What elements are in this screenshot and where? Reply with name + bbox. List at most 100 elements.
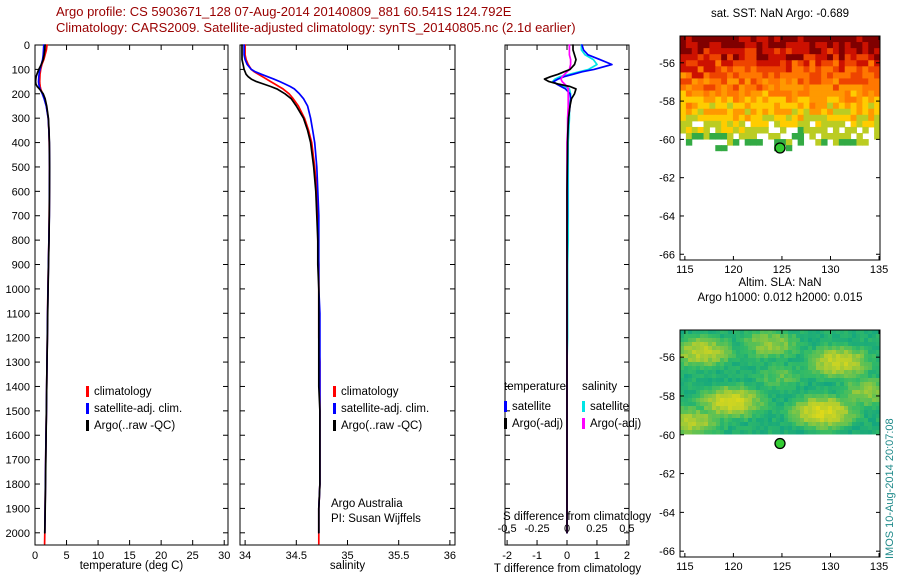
- svg-text:35: 35: [341, 550, 353, 562]
- svg-text:2000: 2000: [6, 528, 30, 540]
- svg-text:115: 115: [676, 561, 694, 573]
- svg-text:1000: 1000: [6, 284, 30, 296]
- legend-label: Argo(..raw -QC): [341, 419, 423, 432]
- svg-text:-62: -62: [659, 173, 675, 185]
- temp-satellite-line-marker: [504, 401, 507, 412]
- svg-text:-60: -60: [659, 134, 675, 146]
- legend-item-sal-satellite: satellite: [582, 398, 641, 415]
- svg-text:-64: -64: [659, 507, 675, 519]
- svg-text:5: 5: [63, 550, 69, 562]
- credit-argo-australia: Argo Australia: [331, 498, 403, 510]
- legend-salinity-panel: climatology satellite-adj. clim. Argo(..…: [333, 383, 429, 434]
- series-line-argo-raw-qc: [241, 44, 321, 534]
- panel-temperature-profile: 0 5 10 15 20 25 300100200300400500600700800900…: [6, 40, 231, 562]
- svg-text:135: 135: [870, 264, 888, 276]
- legend-label: satellite: [590, 400, 630, 413]
- sla-map-title: Altim. SLA: NaN: [738, 277, 822, 289]
- s-difference-label: S difference from climatology: [503, 511, 652, 523]
- legend-header-salinity: salinity: [582, 381, 618, 393]
- svg-text:-60: -60: [659, 430, 675, 442]
- svg-text:35.5: 35.5: [388, 550, 409, 562]
- legend-item-satellite-clim: satellite-adj. clim.: [86, 400, 182, 417]
- sal-argo-line-marker: [582, 418, 586, 429]
- legend-item-climatology: climatology: [333, 383, 429, 400]
- svg-text:-58: -58: [659, 391, 675, 403]
- svg-text:300: 300: [12, 113, 30, 125]
- sst-map: 115 120 125 130 135 -56 -58 -60 -62 -64 -66: [659, 35, 888, 276]
- legend-label: climatology: [341, 385, 399, 398]
- axis-box: [679, 329, 881, 558]
- argo-line-marker: [86, 420, 89, 431]
- legend-header-temperature: temperature: [504, 381, 567, 393]
- svg-text:0: 0: [564, 550, 570, 562]
- svg-text:1900: 1900: [6, 503, 30, 515]
- legend-label: satellite-adj. clim.: [341, 402, 430, 415]
- legend-label: satellite-adj. clim.: [94, 402, 183, 415]
- temp-argo-line-marker: [504, 418, 507, 429]
- svg-text:15: 15: [123, 550, 135, 562]
- svg-text:120: 120: [724, 561, 742, 573]
- sla-map-subtitle: Argo h1000: 0.012 h2000: 0.015: [697, 292, 863, 304]
- svg-text:-0.25: -0.25: [525, 523, 550, 535]
- svg-text:-2: -2: [502, 550, 512, 562]
- svg-text:-56: -56: [659, 352, 675, 364]
- svg-text:1500: 1500: [6, 406, 30, 418]
- satellite-clim-line-marker: [86, 403, 89, 414]
- svg-text:-66: -66: [659, 249, 675, 261]
- svg-text:-62: -62: [659, 469, 675, 481]
- svg-text:130: 130: [821, 561, 839, 573]
- sst-map-title: sat. SST: NaN Argo: -0.689: [710, 8, 850, 20]
- series-line-sal-satellite: [551, 44, 598, 534]
- svg-text:900: 900: [12, 260, 30, 272]
- series-line-temp-argo-adj: [543, 44, 577, 534]
- svg-text:0.5: 0.5: [619, 523, 634, 535]
- legend-item-argo-raw: Argo(..raw -QC): [86, 417, 182, 434]
- legend-item-argo-raw: Argo(..raw -QC): [333, 417, 429, 434]
- legend-label: Argo(-adj): [590, 417, 642, 430]
- legend-temperature-panel: climatology satellite-adj. clim. Argo(..…: [86, 383, 182, 434]
- imos-watermark: IMOS 10-Aug-2014 20:07:08: [884, 418, 896, 559]
- svg-text:120: 120: [724, 264, 742, 276]
- climatology-line-marker: [333, 386, 336, 397]
- satellite-clim-line-marker: [333, 403, 336, 414]
- panel-salinity-profile: 34 34.5 35 35.5 36: [239, 44, 456, 562]
- legend-temperature-column: temperature satellite Argo(-adj): [504, 381, 566, 432]
- svg-text:-0.5: -0.5: [498, 523, 517, 535]
- svg-text:135: 135: [870, 561, 888, 573]
- svg-text:-1: -1: [532, 550, 542, 562]
- credit-pi: PI: Susan Wijffels: [331, 513, 421, 525]
- svg-text:1800: 1800: [6, 479, 30, 491]
- figure-title-line1: Argo profile: CS 5903671_128 07-Aug-2014…: [56, 4, 512, 19]
- svg-text:-58: -58: [659, 96, 675, 108]
- svg-text:34.5: 34.5: [286, 550, 307, 562]
- sla-map-cells: [680, 330, 881, 435]
- svg-text:1400: 1400: [6, 381, 30, 393]
- xlabel-salinity: salinity: [329, 560, 366, 572]
- svg-text:20: 20: [155, 550, 167, 562]
- argo-position-marker: [774, 437, 786, 450]
- svg-text:1200: 1200: [6, 333, 30, 345]
- svg-text:-64: -64: [659, 211, 675, 223]
- svg-text:30: 30: [218, 550, 230, 562]
- series-line-satellite-adj-clim: [243, 44, 321, 534]
- argo-line-marker: [333, 420, 336, 431]
- svg-text:0: 0: [32, 550, 38, 562]
- svg-text:36: 36: [444, 550, 456, 562]
- svg-text:2: 2: [624, 550, 630, 562]
- legend-item-satellite-clim: satellite-adj. clim.: [333, 400, 429, 417]
- svg-text:115: 115: [676, 264, 694, 276]
- sla-map: 115 120 125 130 135 -56 -58 -60 -62 -64 -66: [659, 329, 888, 573]
- svg-text:1100: 1100: [6, 308, 30, 320]
- panel-difference-profile: -2 -1 0 1 2-0.5 -0.25 0 0.25 0.5: [498, 44, 635, 562]
- svg-text:25: 25: [187, 550, 199, 562]
- svg-text:500: 500: [12, 162, 30, 174]
- legend-label: climatology: [94, 385, 152, 398]
- xlabel-temperature: temperature (deg C): [79, 560, 184, 572]
- svg-text:0: 0: [24, 40, 30, 52]
- argo-position-marker: [774, 142, 786, 154]
- axis-box: [679, 35, 881, 261]
- series-line-argo-raw-qc: [34, 44, 51, 534]
- climatology-line-marker: [86, 386, 89, 397]
